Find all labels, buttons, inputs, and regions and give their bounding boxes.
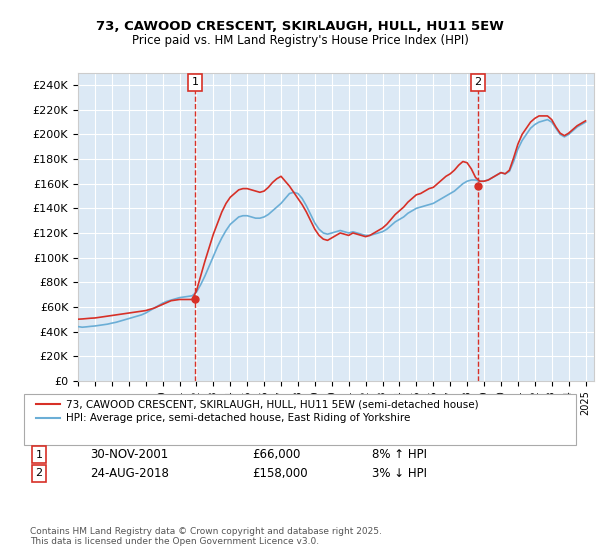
Text: 73, CAWOOD CRESCENT, SKIRLAUGH, HULL, HU11 5EW (semi-detached house): 73, CAWOOD CRESCENT, SKIRLAUGH, HULL, HU… [66, 399, 479, 409]
Text: 3% ↓ HPI: 3% ↓ HPI [372, 466, 427, 480]
Text: 2: 2 [475, 77, 482, 87]
Text: 8% ↑ HPI: 8% ↑ HPI [372, 448, 427, 461]
Text: Price paid vs. HM Land Registry's House Price Index (HPI): Price paid vs. HM Land Registry's House … [131, 34, 469, 46]
Text: 24-AUG-2018: 24-AUG-2018 [90, 466, 169, 480]
Text: £66,000: £66,000 [252, 448, 301, 461]
Text: £158,000: £158,000 [252, 466, 308, 480]
Text: 73, CAWOOD CRESCENT, SKIRLAUGH, HULL, HU11 5EW: 73, CAWOOD CRESCENT, SKIRLAUGH, HULL, HU… [96, 20, 504, 32]
Text: 30-NOV-2001: 30-NOV-2001 [90, 448, 168, 461]
Text: 1: 1 [191, 77, 199, 87]
Text: 1: 1 [35, 450, 43, 460]
Text: Contains HM Land Registry data © Crown copyright and database right 2025.
This d: Contains HM Land Registry data © Crown c… [30, 526, 382, 546]
Text: HPI: Average price, semi-detached house, East Riding of Yorkshire: HPI: Average price, semi-detached house,… [66, 413, 410, 423]
Text: 2: 2 [35, 468, 43, 478]
